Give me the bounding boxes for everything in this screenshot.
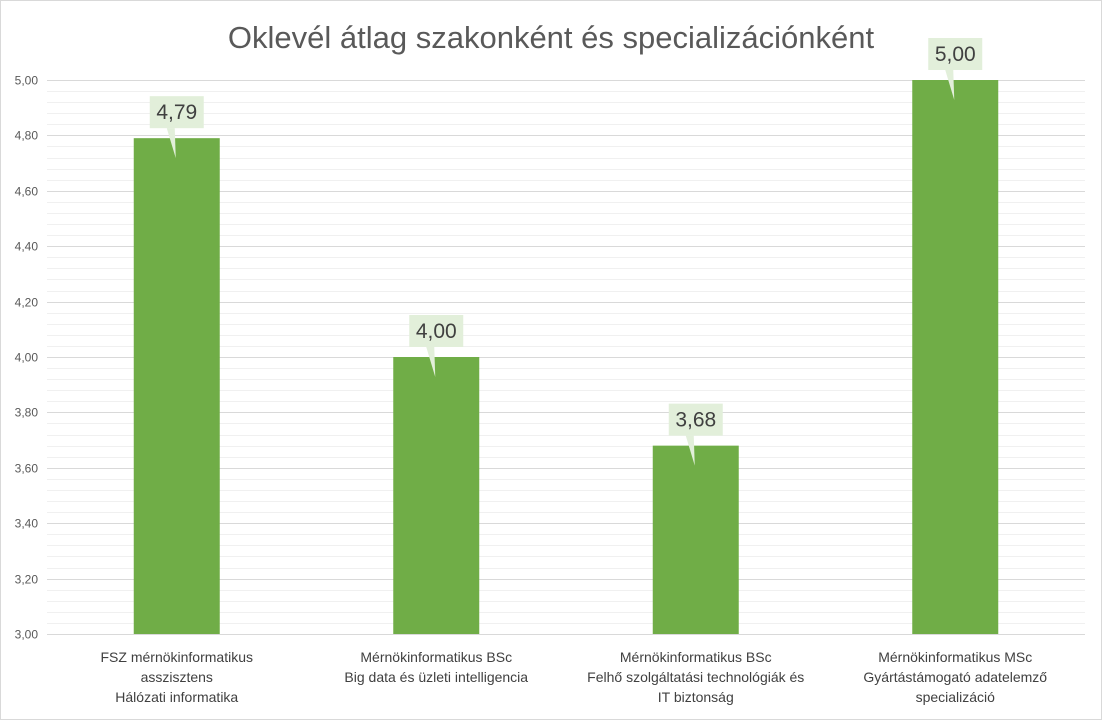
y-tick-label: 5,00 xyxy=(15,74,39,88)
y-tick-label: 4,20 xyxy=(15,296,39,310)
category-label-line: Mérnökinformatikus BSc xyxy=(620,649,772,665)
y-tick-label: 4,40 xyxy=(15,240,39,254)
data-label-callout: 5,00 xyxy=(928,38,983,100)
data-label: 4,79 xyxy=(156,101,197,124)
category-label: FSZ mérnökinformatikus asszisztens Hálózat… xyxy=(101,649,253,705)
chart-title: Oklevél átlag szakonként és specializáci… xyxy=(227,20,875,55)
y-tick-label: 3,00 xyxy=(15,628,39,642)
bar xyxy=(393,357,480,634)
category-label-line: Big data és üzleti intelligencia xyxy=(344,669,528,685)
data-label: 4,00 xyxy=(416,320,457,343)
y-tick-label: 4,00 xyxy=(15,351,39,365)
category-label-line: Mérnökinformatikus BSc xyxy=(360,649,512,665)
y-tick-label: 4,80 xyxy=(15,129,39,143)
data-label-pointer xyxy=(166,128,176,159)
category-label: Mérnökinformatikus BSc Big data és üzleti… xyxy=(344,649,528,685)
category-label-line: Hálózati informatika xyxy=(115,689,238,705)
major-gridlines xyxy=(47,80,1085,635)
data-label-callout: 4,79 xyxy=(149,96,204,159)
data-label-pointer xyxy=(945,70,955,100)
data-label-box xyxy=(409,315,464,347)
y-tick-label: 3,40 xyxy=(15,517,39,531)
data-labels: 4,79 4,00 3,68 5,00 xyxy=(149,38,983,466)
category-label-line: IT biztonság xyxy=(658,689,734,705)
y-tick-label: 4,60 xyxy=(15,185,39,199)
y-tick-label: 3,20 xyxy=(15,573,39,587)
category-label: Mérnökinformatikus MSc Gyártástámogató ad… xyxy=(863,649,1047,705)
data-label-callout: 3,68 xyxy=(668,403,723,466)
y-axis-tick-labels: 3,00 3,20 3,40 3,60 3,80 4,00 4,20 4,40 4,60 4,80… xyxy=(15,74,39,642)
bars xyxy=(133,80,999,635)
data-label: 3,68 xyxy=(675,409,716,432)
bar xyxy=(912,80,999,634)
category-label-line: Felhő szolgáltatási technológiák és xyxy=(587,669,804,685)
data-label: 5,00 xyxy=(935,43,976,66)
data-label-box xyxy=(928,38,983,70)
category-label: Mérnökinformatikus BSc Felhő szolgáltatás… xyxy=(587,649,804,705)
y-tick-label: 3,60 xyxy=(15,462,39,476)
category-label-line: Mérnökinformatikus MSc xyxy=(878,649,1032,665)
y-tick-label: 3,80 xyxy=(15,406,39,420)
bar xyxy=(652,445,739,634)
data-label-pointer xyxy=(685,435,695,466)
data-label-box xyxy=(668,403,723,436)
category-label-line: asszisztens xyxy=(141,669,213,685)
data-label-box xyxy=(149,96,204,129)
x-axis-category-labels: FSZ mérnökinformatikus asszisztens Hálózat… xyxy=(101,649,1048,705)
data-label-callout: 4,00 xyxy=(409,315,464,377)
category-label-line: specializáció xyxy=(916,689,996,705)
bar xyxy=(133,138,220,635)
category-label-line: FSZ mérnökinformatikus xyxy=(101,649,253,665)
data-label-pointer xyxy=(426,347,436,377)
category-label-line: Gyártástámogató adatelemző xyxy=(863,669,1047,685)
